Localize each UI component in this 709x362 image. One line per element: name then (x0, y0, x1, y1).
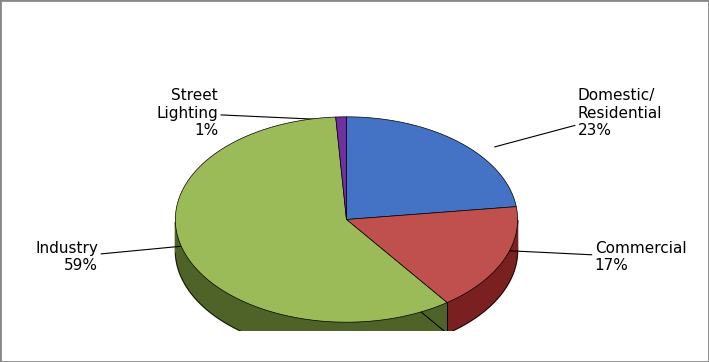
Text: Commercial
17%: Commercial 17% (503, 241, 686, 273)
Text: Industry
59%: Industry 59% (35, 241, 190, 273)
Polygon shape (175, 148, 518, 353)
Polygon shape (347, 207, 518, 303)
Polygon shape (447, 220, 518, 333)
Polygon shape (336, 117, 347, 219)
Polygon shape (175, 117, 447, 322)
Polygon shape (175, 222, 447, 353)
Polygon shape (347, 117, 516, 219)
Text: Domestic/
Residential
23%: Domestic/ Residential 23% (495, 88, 662, 147)
Text: Street
Lighting
1%: Street Lighting 1% (157, 88, 335, 138)
